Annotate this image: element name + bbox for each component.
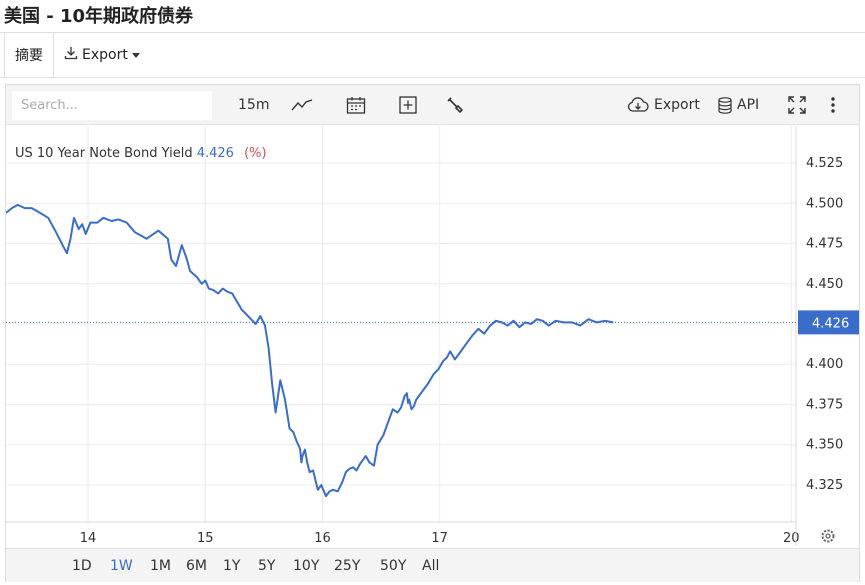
api-label: API bbox=[737, 97, 760, 113]
range-button-50y[interactable]: 50Y bbox=[380, 558, 407, 574]
y-tick-label: 4.350 bbox=[806, 438, 843, 453]
settings-gear-icon[interactable] bbox=[821, 529, 835, 543]
range-selector-bar: 1D 1W 1M 6M 1Y 5Y 10Y 25Y 50Y All bbox=[6, 548, 859, 582]
chart-toolbar: 15m Export API bbox=[6, 85, 859, 125]
tab-export[interactable]: Export bbox=[64, 33, 140, 77]
legend-value: 4.426 bbox=[196, 146, 234, 161]
database-icon bbox=[718, 96, 732, 114]
range-button-1w[interactable]: 1W bbox=[110, 558, 133, 574]
export-button[interactable]: Export bbox=[627, 85, 700, 125]
y-tick-label: 4.475 bbox=[806, 237, 843, 252]
add-indicator-icon[interactable] bbox=[399, 85, 417, 125]
range-button-1d[interactable]: 1D bbox=[72, 558, 92, 574]
interval-label: 15m bbox=[238, 97, 270, 113]
page-title: 美国 - 10年期政府债券 bbox=[4, 6, 194, 27]
chart-legend: US 10 Year Note Bond Yield 4.426 (%) bbox=[15, 146, 267, 161]
x-tick-label: 15 bbox=[197, 531, 214, 546]
x-tick-label: 16 bbox=[314, 531, 331, 546]
series-line bbox=[6, 203, 614, 498]
chart-type-icon[interactable] bbox=[291, 85, 313, 125]
download-icon bbox=[64, 46, 78, 64]
wrench-icon[interactable] bbox=[446, 85, 464, 125]
legend-unit: (%) bbox=[244, 146, 267, 161]
caret-down-icon bbox=[131, 47, 140, 63]
legend-series-name: US 10 Year Note Bond Yield bbox=[15, 146, 193, 161]
range-button-5y[interactable]: 5Y bbox=[258, 558, 276, 574]
x-tick-label: 17 bbox=[431, 531, 448, 546]
search-input[interactable] bbox=[12, 91, 212, 120]
api-button[interactable]: API bbox=[718, 85, 759, 125]
range-button-25y[interactable]: 25Y bbox=[334, 558, 361, 574]
chart-plot-area[interactable]: 4.325 4.350 4.375 4.400 4.450 4.475 4.500 4.525… bbox=[6, 126, 859, 546]
y-tick-label: 4.450 bbox=[806, 277, 843, 292]
fullscreen-icon[interactable] bbox=[787, 85, 807, 125]
cloud-download-icon bbox=[627, 97, 649, 113]
more-vertical-icon[interactable] bbox=[830, 85, 836, 125]
price-chart[interactable]: 4.325 4.350 4.375 4.400 4.450 4.475 4.500 4.525… bbox=[6, 126, 859, 546]
current-price-tag bbox=[798, 310, 859, 335]
tab-export-label: Export bbox=[82, 47, 128, 63]
range-button-10y[interactable]: 10Y bbox=[293, 558, 320, 574]
y-tick-label: 4.375 bbox=[806, 397, 843, 412]
tabs-bar: 摘要 Export bbox=[0, 32, 865, 78]
calendar-icon[interactable] bbox=[346, 85, 366, 125]
y-tick-label: 4.400 bbox=[806, 357, 843, 372]
range-button-1y[interactable]: 1Y bbox=[223, 558, 241, 574]
interval-selector[interactable]: 15m bbox=[238, 85, 269, 125]
x-tick-label: 14 bbox=[80, 531, 97, 546]
export-label: Export bbox=[654, 97, 700, 113]
range-button-all[interactable]: All bbox=[422, 558, 440, 574]
y-tick-label: 4.525 bbox=[806, 156, 843, 171]
tab-summary[interactable]: 摘要 bbox=[4, 33, 54, 77]
range-button-6m[interactable]: 6M bbox=[186, 558, 207, 574]
y-tick-label: 4.500 bbox=[806, 196, 843, 211]
current-price-label: 4.426 bbox=[812, 316, 849, 331]
chart-widget: 15m Export API bbox=[5, 84, 860, 582]
y-tick-label: 4.325 bbox=[806, 478, 843, 493]
range-button-1m[interactable]: 1M bbox=[150, 558, 171, 574]
tab-summary-label: 摘要 bbox=[15, 48, 43, 64]
x-tick-label: 20 bbox=[783, 531, 800, 546]
